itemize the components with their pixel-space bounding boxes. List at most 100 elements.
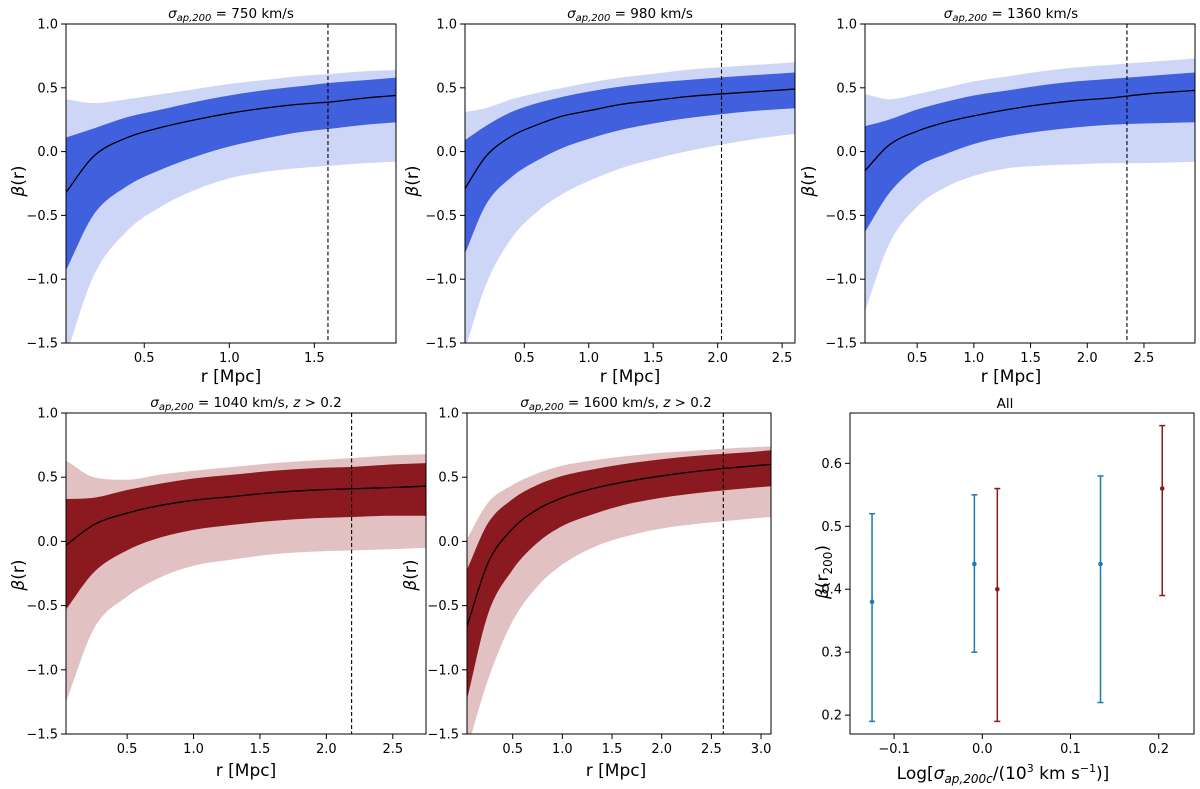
y-tick-label: 0.0 [836, 145, 857, 160]
plot-content [865, 24, 1195, 343]
x-tick-label: 1.5 [1020, 351, 1041, 366]
x-tick-label: 0.1 [1060, 742, 1081, 757]
y-tick-label: 0.5 [836, 81, 857, 96]
y-tick-label: −1.5 [825, 337, 857, 352]
y-axis-label: β(r) [9, 559, 29, 591]
median-line [66, 94, 396, 193]
y-tick-label: 0.3 [821, 646, 842, 661]
panel-1600: σap,200 = 1600 km/s, z > 0.2 0.5 1.0 1.5 2.… [401, 395, 772, 781]
y-tick-label: −0.5 [425, 209, 457, 224]
y-tick-label: −1.0 [26, 273, 58, 288]
panel-750: σap,200 = 750 km/s 0.5 1.0 1.5 −1.5 −1.0 −0.5… [9, 6, 397, 387]
y-tick-label: −1.5 [425, 337, 457, 352]
panel-title: σap,200 = 1360 km/s [944, 6, 1078, 24]
y-tick-label: −0.5 [26, 209, 58, 224]
x-tick-label: 0.5 [134, 351, 155, 366]
data-point [1098, 561, 1103, 567]
x-tick-label: 1.0 [964, 351, 985, 366]
x-tick-label: 1.0 [183, 742, 204, 757]
y-tick-label: −0.5 [825, 209, 857, 224]
x-tick-label: 2.5 [1134, 351, 1155, 366]
y-tick-label: −1.0 [427, 663, 459, 678]
y-tick-label: 1.0 [438, 407, 459, 422]
y-tick-label: 0.0 [37, 145, 58, 160]
axes-frame [65, 23, 397, 344]
plot-area: 0.5 1.0 1.5 2.0 2.5 3.0 −1.5 −1.0 −0.5 0.0 0.5 1.0 [427, 407, 772, 757]
median-line [467, 463, 771, 627]
x-tick-label: 3.0 [751, 742, 772, 757]
y-tick-label: −1.5 [26, 337, 58, 352]
y-axis-label: β(r200) [813, 545, 835, 600]
y-tick-label: −1.5 [26, 728, 58, 743]
plot-content [66, 24, 396, 343]
x-tick-label: 1.5 [643, 351, 664, 366]
x-tick-label: 0.5 [907, 351, 928, 366]
x-tick-label: 1.5 [602, 742, 623, 757]
plot-area: 0.5 1.0 1.5 2.0 2.5 −1.5 −1.0 −0.5 0.0 0.5 1.0 [825, 18, 1196, 366]
axes-frame [464, 23, 796, 344]
y-tick-label: 1.0 [436, 18, 457, 33]
x-tick-label: 1.5 [304, 351, 325, 366]
x-tick-label: 0.5 [514, 351, 535, 366]
plot-content [66, 413, 426, 734]
band-1sigma [66, 77, 396, 271]
band-1sigma [66, 463, 426, 610]
x-tick-label: 2.5 [701, 742, 722, 757]
panel-title: σap,200 = 980 km/s [567, 6, 693, 24]
y-tick-label: 0.6 [821, 457, 842, 472]
panel-all: All −0.1 0.0 0.1 0.2 0.2 0.3 0.4 0.5 0.6 Log[σap… [813, 396, 1195, 786]
x-axis-label: r [Mpc] [216, 761, 276, 781]
x-tick-label: −0.1 [878, 742, 910, 757]
y-tick-label: 0.0 [37, 535, 58, 550]
x-tick-label: 0.2 [1148, 742, 1169, 757]
y-tick-label: 0.2 [821, 709, 842, 724]
x-tick-label: 1.0 [219, 351, 240, 366]
y-tick-label: 0.5 [37, 471, 58, 486]
y-tick-label: −0.5 [427, 599, 459, 614]
x-tick-label: 0.0 [972, 742, 993, 757]
y-tick-label: 1.0 [836, 18, 857, 33]
y-axis-label: β(r) [403, 165, 423, 197]
y-tick-label: 0.0 [438, 535, 459, 550]
y-tick-label: 0.5 [37, 81, 58, 96]
band-1sigma [467, 450, 771, 700]
y-tick-label: 0.5 [821, 520, 842, 535]
x-tick-label: 2.0 [316, 742, 337, 757]
y-tick-label: 1.0 [37, 407, 58, 422]
x-axis-label: Log[σap,200c/(103 km s−1)] [897, 762, 1110, 786]
x-tick-label: 0.5 [117, 742, 138, 757]
y-tick-label: −1.0 [26, 663, 58, 678]
plot-area: 0.5 1.0 1.5 −1.5 −1.0 −0.5 0.0 0.5 1.0 [26, 18, 397, 366]
axes-frame [466, 412, 772, 735]
plot-area: 0.5 1.0 1.5 2.0 2.5 −1.5 −1.0 −0.5 0.0 0.5 1.0 [26, 407, 427, 757]
x-axis-label: r [Mpc] [201, 367, 261, 387]
panel-1360: σap,200 = 1360 km/s 0.5 1.0 1.5 2.0 2.5 −1.5 −… [799, 6, 1196, 387]
x-axis-label: r [Mpc] [586, 761, 646, 781]
y-tick-label: 0.5 [436, 81, 457, 96]
y-tick-label: 0.4 [821, 583, 842, 598]
median-line [865, 89, 1195, 172]
plot-content [465, 24, 795, 343]
data-point [869, 599, 875, 605]
y-tick-label: 0.0 [436, 145, 457, 160]
data-point [1159, 486, 1165, 491]
y-axis-label: β(r) [9, 165, 29, 197]
x-tick-label: 2.0 [707, 351, 728, 366]
x-tick-label: 2.0 [651, 742, 672, 757]
band-1sigma [865, 72, 1195, 232]
x-axis-label: r [Mpc] [600, 367, 660, 387]
median-line [465, 88, 795, 189]
panel-title: All [997, 396, 1014, 412]
x-tick-label: 1.5 [250, 742, 271, 757]
x-tick-label: 2.5 [772, 351, 793, 366]
y-tick-label: 0.5 [438, 471, 459, 486]
y-tick-label: −1.0 [425, 273, 457, 288]
x-tick-label: 1.0 [552, 742, 573, 757]
x-axis-label: r [Mpc] [981, 367, 1041, 387]
data-point [972, 561, 977, 567]
x-tick-label: 2.0 [1077, 351, 1098, 366]
axes-frame [864, 23, 1196, 344]
x-tick-label: 0.5 [502, 742, 523, 757]
y-tick-label: −0.5 [26, 599, 58, 614]
